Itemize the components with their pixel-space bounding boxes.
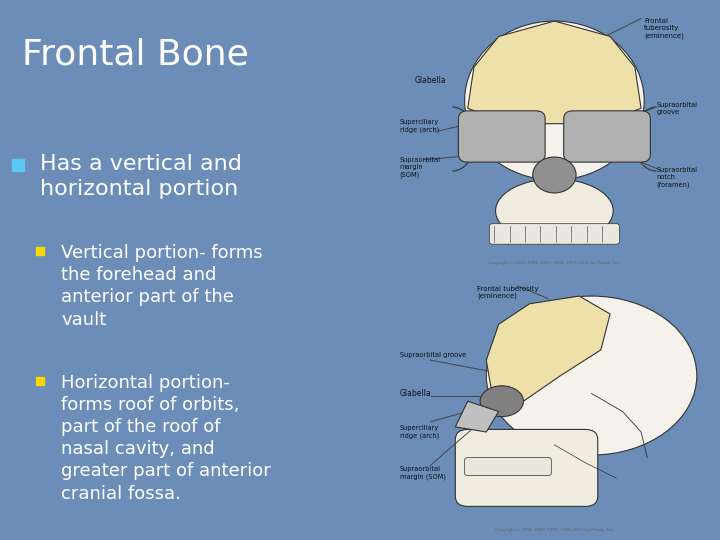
Text: Supraorbital
margin
(SOM): Supraorbital margin (SOM) (400, 157, 441, 178)
Polygon shape (468, 21, 641, 124)
Ellipse shape (533, 157, 576, 193)
Ellipse shape (480, 386, 523, 417)
Text: Supraorbital groove: Supraorbital groove (400, 352, 466, 358)
Text: Supraorbital
margin (SOM): Supraorbital margin (SOM) (400, 467, 446, 480)
Ellipse shape (464, 21, 644, 180)
FancyBboxPatch shape (459, 111, 545, 162)
Polygon shape (486, 296, 610, 401)
FancyBboxPatch shape (490, 224, 619, 244)
Text: Vertical portion- forms
the forehead and
anterior part of the
vault: Vertical portion- forms the forehead and… (61, 244, 263, 329)
Text: Frontal
tuberosity
(eminence): Frontal tuberosity (eminence) (644, 18, 684, 39)
Text: Frontal tuberosity
(eminence): Frontal tuberosity (eminence) (477, 286, 539, 299)
Text: Glabella: Glabella (400, 389, 431, 398)
Text: Superciliary
ridge (arch): Superciliary ridge (arch) (400, 119, 439, 133)
Text: Superciliary
ridge (arch): Superciliary ridge (arch) (400, 426, 439, 438)
Ellipse shape (486, 296, 697, 455)
Text: Glabella: Glabella (415, 76, 446, 85)
Text: Supraorbital
groove: Supraorbital groove (657, 102, 698, 115)
FancyBboxPatch shape (564, 111, 650, 162)
FancyBboxPatch shape (455, 429, 598, 507)
Text: Copyright © 1991, 1992, 1997, 1998, 2001 by Mosby, Inc.: Copyright © 1991, 1992, 1997, 1998, 2001… (495, 528, 614, 532)
FancyBboxPatch shape (464, 457, 552, 476)
Ellipse shape (495, 179, 613, 243)
Text: Copyright © 1991, 1992, 1997, 1998, 1997, 2001 by Mosby, Inc.: Copyright © 1991, 1992, 1997, 1998, 1997… (488, 261, 621, 265)
Text: Horizontal portion-
forms roof of orbits,
part of the roof of
nasal cavity, and
: Horizontal portion- forms roof of orbits… (61, 374, 271, 503)
Text: Supraorbital
notch
(foramen): Supraorbital notch (foramen) (657, 167, 698, 188)
Text: Frontal Bone: Frontal Bone (22, 38, 248, 72)
Polygon shape (455, 401, 499, 432)
Text: Has a vertical and
horizontal portion: Has a vertical and horizontal portion (40, 154, 241, 199)
